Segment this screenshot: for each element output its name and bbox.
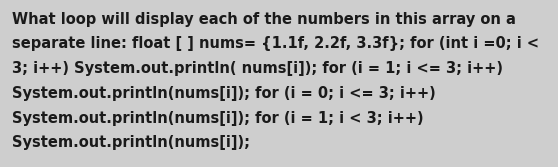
Text: 3; i++) System.out.println( nums[i]); for (i = 1; i <= 3; i++): 3; i++) System.out.println( nums[i]); fo… xyxy=(12,61,503,76)
Text: What loop will display each of the numbers in this array on a: What loop will display each of the numbe… xyxy=(12,12,516,27)
Text: System.out.println(nums[i]);: System.out.println(nums[i]); xyxy=(12,135,251,150)
Text: separate line: float [ ] nums= {1.1f, 2.2f, 3.3f}; for (int i =0; i <: separate line: float [ ] nums= {1.1f, 2.… xyxy=(12,36,540,51)
Text: System.out.println(nums[i]); for (i = 0; i <= 3; i++): System.out.println(nums[i]); for (i = 0;… xyxy=(12,86,436,101)
Text: System.out.println(nums[i]); for (i = 1; i < 3; i++): System.out.println(nums[i]); for (i = 1;… xyxy=(12,111,424,126)
